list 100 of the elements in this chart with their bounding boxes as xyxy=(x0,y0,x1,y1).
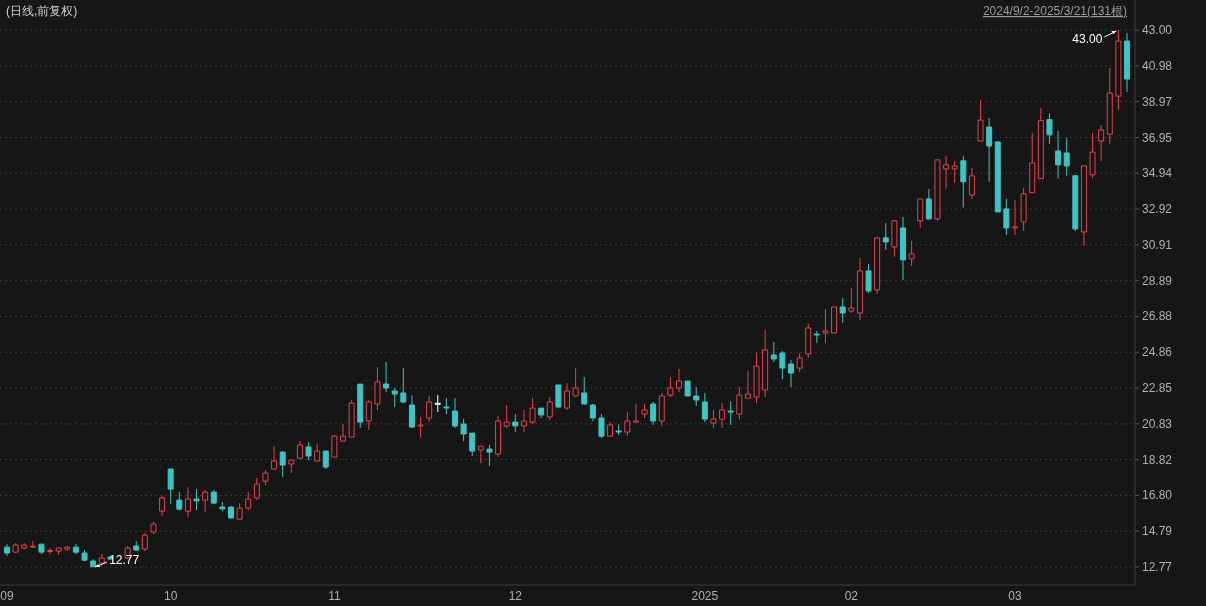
candlestick xyxy=(762,329,769,398)
candlestick xyxy=(288,459,295,474)
candlestick xyxy=(4,543,10,557)
candlestick xyxy=(598,413,605,439)
candlestick xyxy=(555,384,562,409)
candlestick xyxy=(383,361,390,393)
candlestick xyxy=(12,542,19,554)
candlestick xyxy=(968,167,975,200)
candlestick xyxy=(1124,32,1130,93)
y-tick-label: 36.95 xyxy=(1142,130,1173,145)
candlestick xyxy=(520,409,527,433)
candlestick xyxy=(882,222,889,251)
candlestick xyxy=(538,407,545,419)
candlestick xyxy=(512,413,519,433)
candlestick xyxy=(667,376,674,398)
x-tick-label: 12 xyxy=(508,589,523,603)
y-tick-label: 38.97 xyxy=(1142,94,1173,109)
candlestick xyxy=(210,489,217,505)
candlestick xyxy=(581,376,588,406)
candlestick xyxy=(322,450,329,470)
candlestick xyxy=(408,394,415,429)
y-tick-label: 18.82 xyxy=(1142,452,1173,467)
annotation: 2024/9/2-2025/3/21(131根) xyxy=(982,4,1127,18)
candlestick xyxy=(1098,124,1105,162)
candlestick xyxy=(589,403,596,422)
candlestick xyxy=(184,486,191,518)
candlestick xyxy=(770,341,777,363)
candlestick xyxy=(443,397,450,415)
candlestick xyxy=(434,394,441,413)
y-tick-label: 43.00 xyxy=(1142,23,1173,38)
x-tick-label: 09 xyxy=(0,589,14,603)
candlestick xyxy=(900,216,906,281)
y-tick-label: 22.85 xyxy=(1142,380,1173,395)
candlestick xyxy=(64,545,71,552)
candlestick xyxy=(1037,107,1044,180)
annotation: 43.00 xyxy=(1072,32,1103,47)
candlestick xyxy=(72,543,79,555)
candlestick xyxy=(245,491,252,511)
candlestick xyxy=(55,547,62,556)
candlestick xyxy=(228,505,234,520)
candlestick xyxy=(796,352,803,373)
x-tick-label: 02 xyxy=(844,589,859,603)
candlestick xyxy=(529,397,536,425)
candlestick xyxy=(133,540,140,552)
candlestick xyxy=(193,488,200,511)
candlestick xyxy=(977,99,984,142)
candlestick xyxy=(167,468,174,505)
candlestick xyxy=(426,395,433,423)
candlestick xyxy=(1106,67,1113,145)
candlestick xyxy=(805,323,812,359)
candlestick xyxy=(701,392,708,423)
candlestick xyxy=(503,404,510,429)
candlestick xyxy=(822,308,829,344)
candlestick xyxy=(469,432,476,457)
candlestick xyxy=(1003,198,1010,236)
candlestick xyxy=(38,543,45,555)
annotation: 12.77 xyxy=(109,553,140,568)
candlestick xyxy=(236,502,243,520)
candlestick xyxy=(943,155,950,190)
candlestick xyxy=(1089,132,1096,179)
candlestick xyxy=(693,386,700,407)
candlestick xyxy=(727,400,734,426)
y-tick-label: 14.79 xyxy=(1142,524,1173,539)
candlestick xyxy=(150,521,157,535)
candlestick xyxy=(400,367,407,404)
candlestick xyxy=(615,423,622,436)
candlestick xyxy=(641,403,648,419)
y-tick-label: 32.92 xyxy=(1142,202,1173,217)
candlestick xyxy=(676,368,682,393)
candlestick xyxy=(572,367,579,398)
candlestick xyxy=(753,352,760,404)
candlestick xyxy=(47,547,54,555)
candlestick xyxy=(917,198,924,229)
candlestick xyxy=(684,380,691,397)
candlestick xyxy=(357,383,364,429)
candlestick xyxy=(564,382,570,411)
candlestick xyxy=(1046,113,1053,145)
candlestick xyxy=(495,415,502,458)
candlestick xyxy=(305,441,312,461)
y-tick-label: 40.98 xyxy=(1142,58,1173,73)
candlestick xyxy=(607,421,614,438)
candlestick xyxy=(856,257,863,321)
candlestick xyxy=(331,434,338,458)
candlestick xyxy=(365,399,372,431)
candlestick xyxy=(1080,165,1087,247)
candlestick xyxy=(719,402,726,429)
candlestick xyxy=(788,359,794,388)
candlestick xyxy=(736,386,743,421)
candlestick xyxy=(1055,130,1062,180)
candlestick xyxy=(417,416,424,439)
candlestick xyxy=(986,117,993,183)
y-tick-label: 28.89 xyxy=(1142,273,1173,288)
candlestick xyxy=(960,155,967,208)
y-tick-label: 34.94 xyxy=(1142,166,1173,181)
candlestick xyxy=(340,423,346,442)
candlestick xyxy=(908,240,915,267)
candlestick xyxy=(29,540,36,549)
candlestick xyxy=(159,495,166,517)
candlestick xyxy=(262,469,269,486)
candlestick xyxy=(1020,187,1027,232)
